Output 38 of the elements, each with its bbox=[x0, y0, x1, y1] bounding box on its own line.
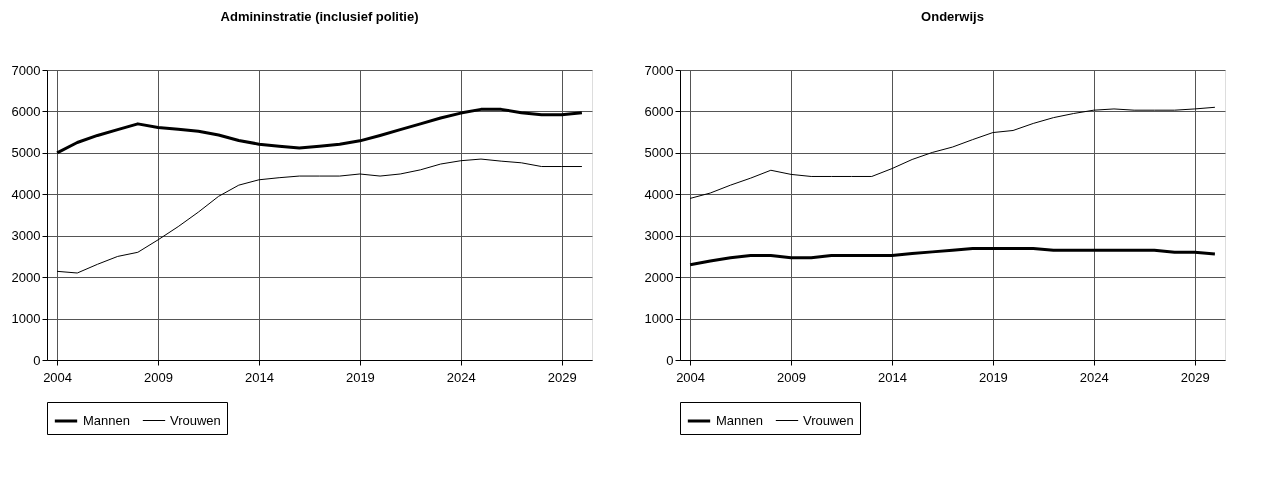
y-tick-label: 0 bbox=[33, 352, 41, 368]
y-tick-label: 1000 bbox=[644, 311, 674, 327]
y-tick-label: 5000 bbox=[644, 145, 674, 161]
y-tick-label: 4000 bbox=[11, 186, 41, 202]
legend-label: Vrouwen bbox=[170, 412, 221, 428]
x-tick-label: 2024 bbox=[446, 369, 476, 385]
y-tick-label: 2000 bbox=[644, 269, 674, 285]
line-series bbox=[55, 107, 584, 155]
y-tick-label: 1000 bbox=[11, 311, 41, 327]
x-tick-label: 2009 bbox=[144, 369, 173, 385]
y-tick-label: 4000 bbox=[644, 186, 674, 202]
x-tick-label: 2004 bbox=[43, 369, 73, 385]
x-tick-label: 2014 bbox=[244, 369, 274, 385]
x-tick-label: 2029 bbox=[547, 369, 577, 385]
y-tick-label: 6000 bbox=[11, 103, 41, 119]
chart-title: Admininstratie (inclusief politie) bbox=[220, 9, 419, 24]
y-tick-label: 5000 bbox=[11, 145, 41, 161]
y-tick-label: 6000 bbox=[644, 103, 674, 119]
y-tick-label: 7000 bbox=[644, 62, 674, 78]
line-series bbox=[689, 106, 1216, 199]
legend-label: Mannen bbox=[716, 413, 763, 428]
line-series bbox=[56, 158, 583, 274]
legend-label: Vrouwen bbox=[803, 412, 854, 428]
x-tick-label: 2014 bbox=[877, 369, 907, 385]
x-tick-label: 2029 bbox=[1180, 369, 1210, 385]
x-tick-label: 2009 bbox=[777, 369, 806, 385]
x-tick-label: 2019 bbox=[978, 369, 1008, 385]
y-tick-label: 3000 bbox=[644, 228, 674, 244]
y-tick-label: 3000 bbox=[11, 228, 41, 244]
y-tick-label: 7000 bbox=[11, 62, 41, 78]
line-series bbox=[688, 247, 1217, 267]
legend-label: Mannen bbox=[83, 413, 130, 428]
x-tick-label: 2019 bbox=[345, 369, 375, 385]
chart-title: Onderwijs bbox=[921, 9, 984, 24]
x-tick-label: 2004 bbox=[676, 369, 706, 385]
y-tick-label: 0 bbox=[666, 352, 674, 368]
x-tick-label: 2024 bbox=[1079, 369, 1109, 385]
y-tick-label: 2000 bbox=[11, 269, 41, 285]
